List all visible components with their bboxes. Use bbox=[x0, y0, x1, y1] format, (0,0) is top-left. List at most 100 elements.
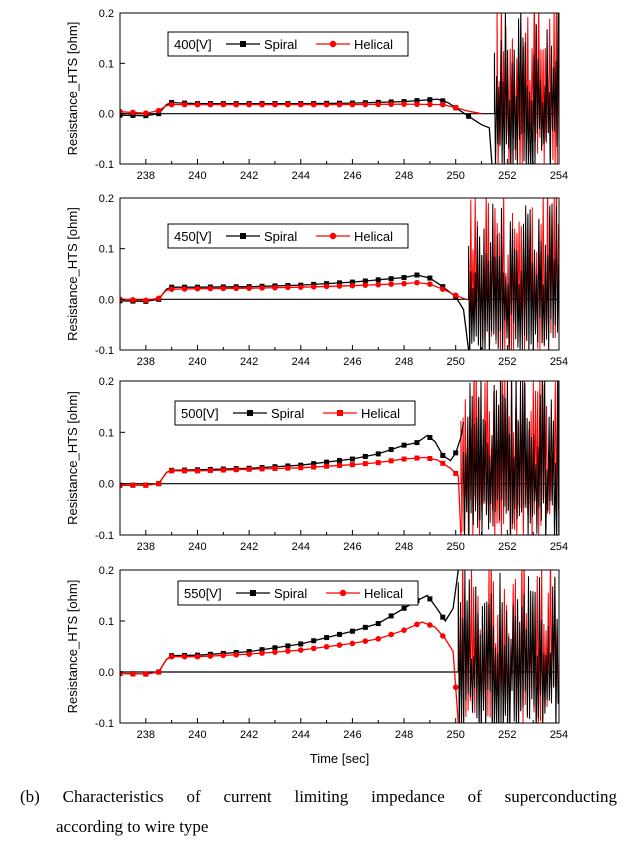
data-point-spiral bbox=[120, 112, 123, 118]
data-point-helical bbox=[349, 101, 356, 108]
legend-title: 400[V] bbox=[174, 37, 212, 52]
data-point-spiral bbox=[427, 596, 433, 602]
data-point-spiral bbox=[388, 276, 394, 282]
data-point-helical bbox=[143, 671, 149, 677]
data-point-helical bbox=[336, 642, 343, 648]
data-point-helical bbox=[155, 295, 162, 302]
x-tick-label: 240 bbox=[188, 356, 206, 368]
plot-area bbox=[120, 13, 559, 164]
data-point-helical bbox=[414, 621, 420, 628]
x-tick-label: 242 bbox=[240, 356, 258, 368]
data-point-spiral bbox=[440, 98, 446, 104]
spiral-oscillation bbox=[462, 381, 559, 535]
data-point-helical bbox=[427, 622, 433, 628]
legend-title: 500[V] bbox=[181, 406, 219, 421]
caption-line-2: according to wire type bbox=[56, 817, 209, 836]
data-point-helical bbox=[168, 101, 175, 108]
x-tick-label: 246 bbox=[343, 729, 361, 741]
plot-area bbox=[120, 381, 559, 535]
spiral-oscillation bbox=[493, 13, 559, 164]
data-point-helical bbox=[388, 101, 394, 108]
plot-area bbox=[120, 570, 559, 723]
data-point-helical bbox=[362, 638, 369, 644]
data-point-helical bbox=[452, 292, 459, 299]
data-point-helical bbox=[285, 465, 291, 471]
data-point-helical bbox=[130, 109, 136, 116]
data-point-helical bbox=[169, 468, 175, 474]
data-point-helical bbox=[453, 470, 459, 476]
data-point-spiral bbox=[272, 645, 278, 651]
x-tick-label: 250 bbox=[447, 170, 465, 182]
data-point-helical bbox=[310, 283, 317, 290]
legend-marker-spiral bbox=[247, 410, 253, 416]
data-point-helical bbox=[323, 643, 330, 650]
data-point-helical bbox=[194, 285, 201, 292]
data-point-helical bbox=[155, 669, 162, 675]
helical-oscillation bbox=[460, 381, 559, 535]
data-point-spiral bbox=[349, 279, 355, 285]
x-tick-label: 240 bbox=[188, 541, 206, 553]
data-point-helical bbox=[349, 282, 356, 289]
data-point-helical bbox=[181, 101, 188, 108]
data-point-spiral bbox=[337, 631, 342, 637]
y-axis-label: Resistance_HTS [ohm] bbox=[65, 207, 80, 341]
data-point-spiral bbox=[414, 272, 420, 278]
data-point-helical bbox=[194, 653, 201, 660]
data-point-helical bbox=[259, 650, 265, 656]
y-axis-label: Resistance_HTS [ohm] bbox=[65, 580, 80, 714]
legend-label-spiral: Spiral bbox=[264, 37, 297, 52]
data-point-helical bbox=[130, 482, 136, 488]
data-point-spiral bbox=[311, 461, 317, 467]
data-point-helical bbox=[388, 281, 394, 287]
data-point-helical bbox=[336, 283, 343, 289]
legend-marker-helical bbox=[337, 410, 343, 416]
chart-panel-2: 238 240 242 244 246 248 250 252 254 -0.1 0.0 0.1 0.2… bbox=[65, 193, 568, 368]
y-tick-label: 0.1 bbox=[99, 244, 114, 256]
data-point-spiral bbox=[375, 621, 381, 627]
data-point-helical bbox=[362, 282, 369, 288]
data-point-helical bbox=[375, 101, 382, 108]
data-point-spiral bbox=[285, 643, 291, 649]
data-point-spiral bbox=[324, 459, 330, 465]
data-point-helical bbox=[233, 467, 239, 473]
data-point-helical bbox=[130, 670, 136, 677]
x-tick-label: 246 bbox=[343, 170, 361, 182]
x-tick-label: 242 bbox=[240, 170, 258, 182]
data-point-helical bbox=[440, 460, 446, 466]
data-point-spiral bbox=[311, 638, 317, 644]
data-point-spiral bbox=[440, 614, 446, 620]
data-point-helical bbox=[452, 104, 459, 111]
data-point-helical bbox=[401, 280, 407, 287]
data-point-helical bbox=[439, 633, 446, 639]
caption-word: current bbox=[223, 787, 272, 806]
data-point-helical bbox=[143, 482, 149, 488]
data-point-spiral bbox=[466, 113, 472, 119]
data-point-helical bbox=[272, 284, 278, 291]
data-point-spiral bbox=[362, 453, 368, 459]
data-point-helical bbox=[246, 466, 252, 472]
data-point-spiral bbox=[414, 440, 420, 446]
data-point-helical bbox=[375, 281, 382, 288]
data-point-spiral bbox=[337, 280, 342, 286]
caption-word: impedance bbox=[371, 787, 445, 806]
data-point-spiral bbox=[298, 462, 304, 468]
data-point-helical bbox=[375, 636, 382, 642]
data-point-helical bbox=[143, 297, 149, 304]
x-tick-label: 252 bbox=[498, 541, 516, 553]
x-tick-label: 238 bbox=[137, 356, 155, 368]
caption-line-1: (b) Characteristics of current limiting … bbox=[20, 782, 617, 812]
data-point-spiral bbox=[440, 452, 446, 458]
data-point-spiral bbox=[337, 458, 342, 464]
legend-marker-helical bbox=[339, 589, 347, 597]
data-point-helical bbox=[285, 648, 291, 654]
data-point-helical bbox=[233, 651, 240, 658]
data-point-spiral bbox=[349, 628, 355, 634]
x-tick-label: 244 bbox=[292, 729, 310, 741]
data-point-helical bbox=[259, 101, 265, 108]
data-point-spiral bbox=[427, 97, 433, 103]
x-tick-label: 254 bbox=[550, 356, 568, 368]
data-point-helical bbox=[427, 101, 433, 108]
data-point-helical bbox=[375, 460, 381, 466]
data-point-spiral bbox=[156, 111, 162, 117]
x-tick-label: 254 bbox=[550, 729, 568, 741]
